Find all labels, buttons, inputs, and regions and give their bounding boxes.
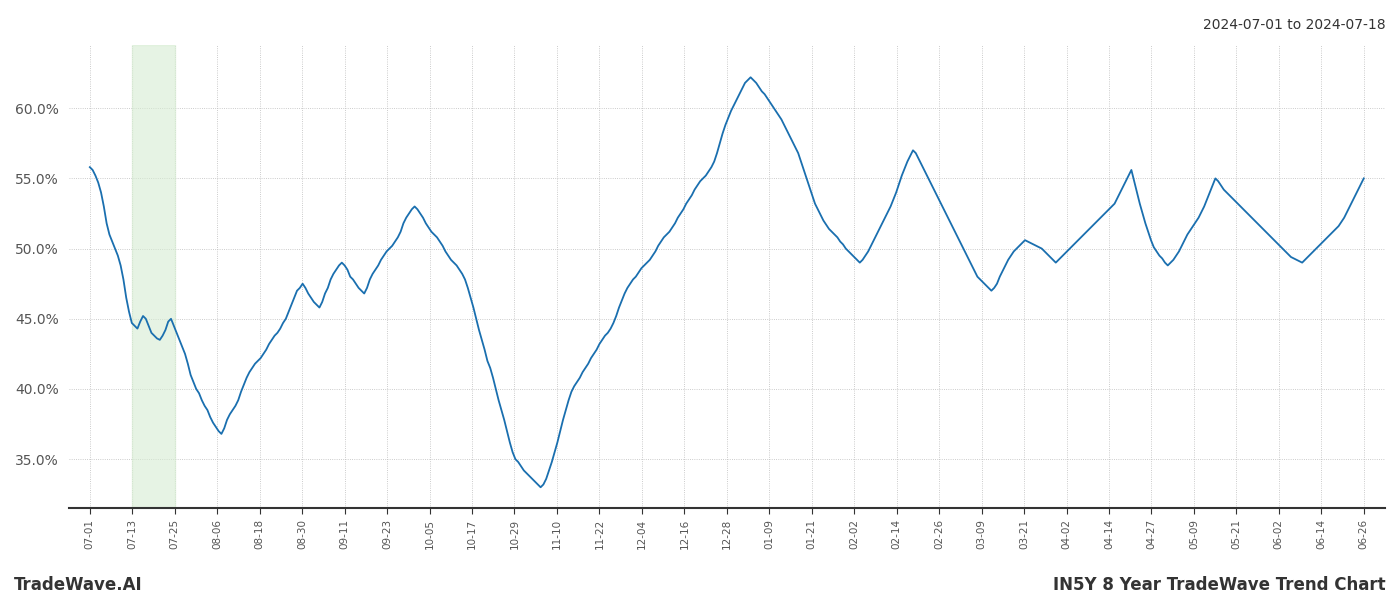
Text: 2024-07-01 to 2024-07-18: 2024-07-01 to 2024-07-18	[1204, 18, 1386, 32]
Text: TradeWave.AI: TradeWave.AI	[14, 576, 143, 594]
Text: IN5Y 8 Year TradeWave Trend Chart: IN5Y 8 Year TradeWave Trend Chart	[1053, 576, 1386, 594]
Bar	[132, 45, 175, 508]
